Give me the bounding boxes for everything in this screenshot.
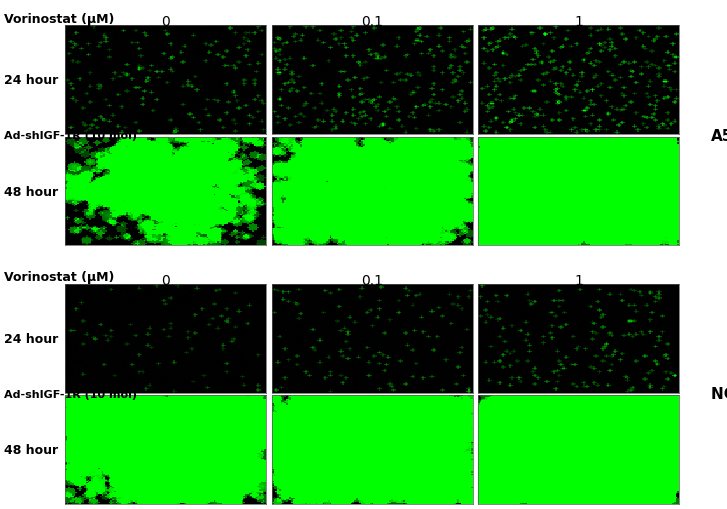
Text: 1: 1	[574, 273, 583, 287]
Text: NCI H460: NCI H460	[711, 387, 727, 402]
Text: 48 hour: 48 hour	[4, 185, 57, 198]
Text: 1: 1	[574, 15, 583, 29]
Text: 24 hour: 24 hour	[4, 332, 58, 345]
Text: 48 hour: 48 hour	[4, 443, 57, 456]
Text: A549: A549	[711, 129, 727, 144]
Text: Ad-shIGF-1R (10 moi): Ad-shIGF-1R (10 moi)	[4, 131, 137, 141]
Text: 0.1: 0.1	[361, 15, 383, 29]
Text: 24 hour: 24 hour	[4, 74, 58, 87]
Text: 0: 0	[161, 273, 170, 287]
Text: 0: 0	[161, 15, 170, 29]
Text: Vorinostat (μM): Vorinostat (μM)	[4, 271, 114, 284]
Text: Vorinostat (μM): Vorinostat (μM)	[4, 13, 114, 25]
Text: 0.1: 0.1	[361, 273, 383, 287]
Text: Ad-shIGF-1R (10 moi): Ad-shIGF-1R (10 moi)	[4, 389, 137, 399]
